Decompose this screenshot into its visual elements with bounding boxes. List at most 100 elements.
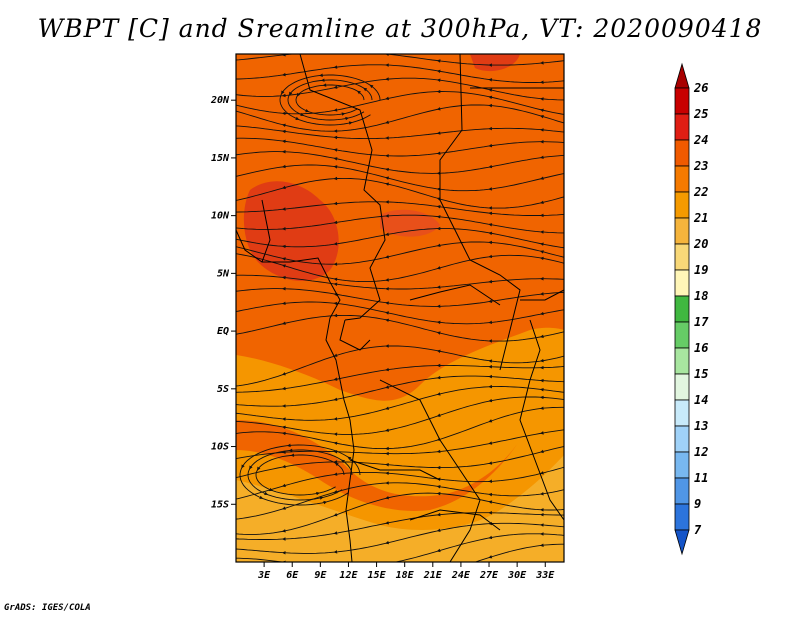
streamline-arrow <box>385 182 390 186</box>
streamline-arrow <box>264 491 269 495</box>
streamline-arrow <box>230 252 234 255</box>
streamline-arrow <box>385 462 389 467</box>
streamline-arrow <box>488 78 493 82</box>
streamline-arrow <box>385 176 390 180</box>
colorbar-label: 21 <box>693 211 708 225</box>
streamline-arrow <box>288 448 293 453</box>
streamline-arrow <box>539 334 544 339</box>
streamline-arrow <box>333 377 338 381</box>
streamline-arrow <box>281 93 286 98</box>
streamline-arrow <box>230 175 234 178</box>
streamline-arrow <box>436 285 441 289</box>
streamline-arrow <box>241 464 245 469</box>
streamline-arrow <box>334 566 338 569</box>
streamline-arrow <box>436 205 441 209</box>
streamline-arrow <box>539 365 544 370</box>
streamline-arrow <box>319 496 324 500</box>
colorbar-label: 25 <box>693 107 708 121</box>
colorbar-segment <box>674 139 690 167</box>
streamline-arrow <box>289 91 293 96</box>
streamline-arrow <box>539 155 544 160</box>
streamline-arrow <box>333 176 338 181</box>
streamline-arrow <box>286 443 291 448</box>
streamline-arrow <box>281 244 286 249</box>
streamline-arrow <box>281 129 286 134</box>
streamline-arrow <box>281 150 286 154</box>
streamline-arrow <box>436 363 441 368</box>
streamline-arrow <box>385 311 389 315</box>
streamline-arrow <box>385 232 389 236</box>
streamline-arrow <box>230 58 234 61</box>
streamline-arrow <box>281 537 286 541</box>
warm-tongue-south <box>236 420 520 511</box>
streamline-arrow <box>385 428 389 432</box>
streamline-arrow <box>385 451 389 456</box>
streamline-arrow <box>539 387 544 392</box>
streamline-arrow <box>488 211 493 216</box>
streamline-arrow <box>230 109 234 112</box>
streamline-arrow <box>281 551 286 555</box>
colorbar-segment <box>674 269 690 297</box>
streamline-arrow <box>539 139 544 144</box>
lat-tick-label: 5S <box>217 384 229 395</box>
streamline-arrow <box>385 200 389 204</box>
streamline-arrow <box>385 540 390 545</box>
cool-region-south-inner <box>236 455 564 562</box>
streamline-arrow <box>281 287 286 291</box>
streamline-arrow <box>333 531 338 535</box>
streamline-arrow <box>539 523 544 527</box>
streamline-arrow <box>436 171 441 175</box>
streamline-arrow <box>385 471 389 476</box>
streamline-arrow <box>348 121 353 125</box>
colorbar: 26 25 24 23 22 21 20 19 18 17 16 15 14 13 12 11 9 7 <box>674 62 709 556</box>
streamline-arrow <box>488 254 493 259</box>
streamline-arrow <box>230 290 234 293</box>
streamline-arrow <box>488 555 493 559</box>
border-8 <box>409 509 501 531</box>
colorbar-label: 15 <box>694 367 708 381</box>
streamline-arrow <box>341 459 346 464</box>
streamline-arrow <box>333 313 338 318</box>
streamline-arrow <box>230 569 234 572</box>
lat-tick-label: 10N <box>211 211 230 222</box>
streamline-arrow <box>333 201 338 206</box>
streamline-arrow <box>488 479 492 484</box>
streamline-arrow <box>333 472 338 476</box>
border-9 <box>520 289 564 301</box>
streamline-arrow <box>230 124 234 127</box>
streamline-arrow <box>345 116 350 121</box>
colorbar-segment <box>674 295 690 323</box>
streamline-arrow <box>230 77 234 80</box>
streamline-arrow <box>539 213 544 218</box>
lon-tick-label: 24E <box>451 570 471 581</box>
streamline-arrow <box>539 115 544 119</box>
streamline-arrow <box>281 227 286 231</box>
streamline-arrow <box>230 137 234 140</box>
colorbar-label: 12 <box>694 445 708 459</box>
chart-title: WBPT [C] and Sreamline at 300hPa, VT: 20… <box>37 14 763 43</box>
streamline-arrow <box>436 243 441 248</box>
streamline-arrow <box>230 226 234 229</box>
streamline-arrow <box>369 84 374 89</box>
streamline-arrow <box>333 262 338 266</box>
streamline-arrow <box>385 214 389 218</box>
streamline-arrow <box>333 460 338 464</box>
streamline-arrow <box>436 266 441 270</box>
streamline-arrow <box>539 471 544 475</box>
streamline-arrow <box>488 88 493 92</box>
streamline-arrow <box>436 413 441 417</box>
streamline-arrow <box>230 432 234 435</box>
streamline-arrow <box>230 103 234 106</box>
streamline-arrow <box>488 419 493 423</box>
streamline-arrow <box>259 495 264 499</box>
streamline-arrow <box>488 320 493 325</box>
streamline-arrow <box>385 496 390 500</box>
streamline-arrow <box>436 485 441 489</box>
streamline-arrow <box>488 143 493 148</box>
streamline-arrow <box>539 250 544 254</box>
streamline-arrow <box>230 556 234 559</box>
lon-tick-label: 6E <box>286 570 299 581</box>
streamline-arrow <box>281 164 286 169</box>
border-1 <box>299 54 386 321</box>
temperature-field <box>236 54 564 562</box>
